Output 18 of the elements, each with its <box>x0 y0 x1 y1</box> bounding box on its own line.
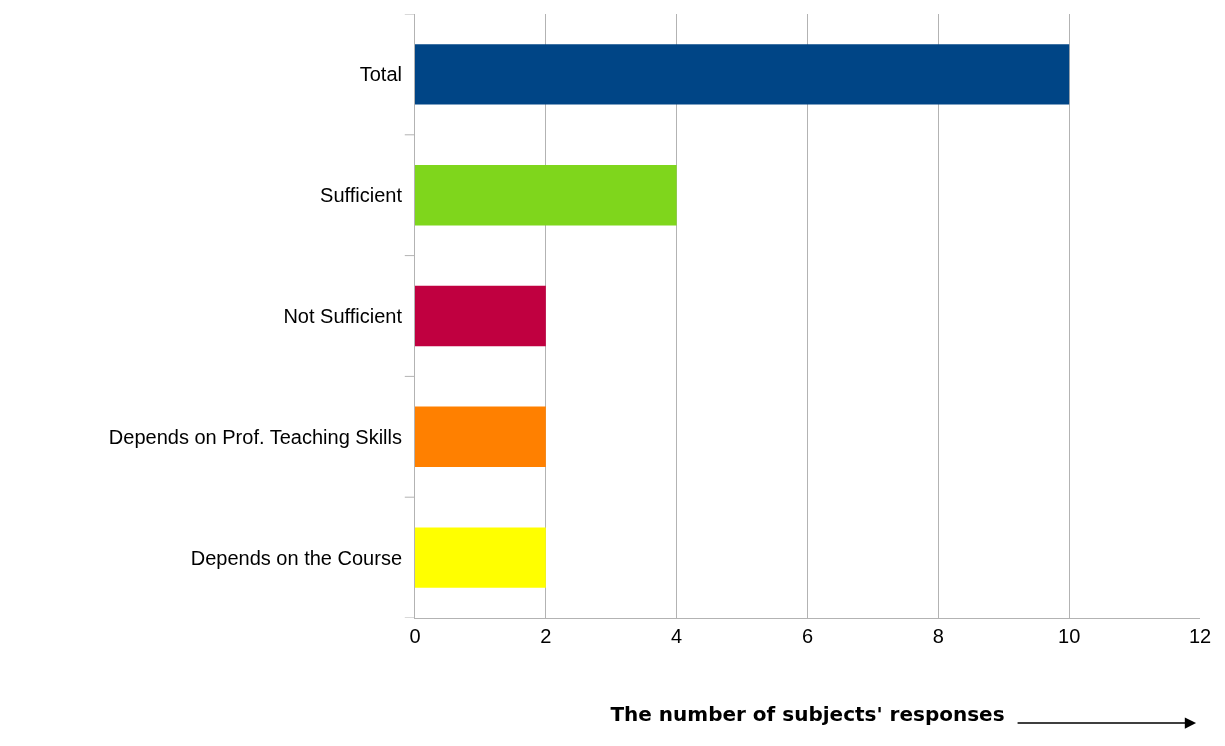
x-tick-label: 10 <box>1058 625 1081 647</box>
x-tick-label: 6 <box>801 625 814 647</box>
y-tick-label: Depends on Prof. Teaching Skills <box>108 425 402 448</box>
y-tick-label: Not Sufficient <box>283 305 403 327</box>
x-tick-label: 12 <box>1188 625 1212 647</box>
y-tick-label: Sufficient <box>320 184 403 207</box>
bar <box>415 285 546 347</box>
x-axis-title: The number of subjects' responses <box>610 701 1005 726</box>
x-tick-label: 2 <box>540 625 552 647</box>
bar <box>415 406 546 467</box>
bar <box>415 527 546 588</box>
y-tick-label: Total <box>359 63 402 86</box>
x-tick-label: 4 <box>671 625 683 647</box>
y-tick-label: Depends on the Course <box>190 546 402 569</box>
x-tick-label: 8 <box>932 625 944 647</box>
bar <box>415 44 1070 105</box>
x-tick-label: 0 <box>409 625 421 647</box>
bar <box>415 165 677 226</box>
